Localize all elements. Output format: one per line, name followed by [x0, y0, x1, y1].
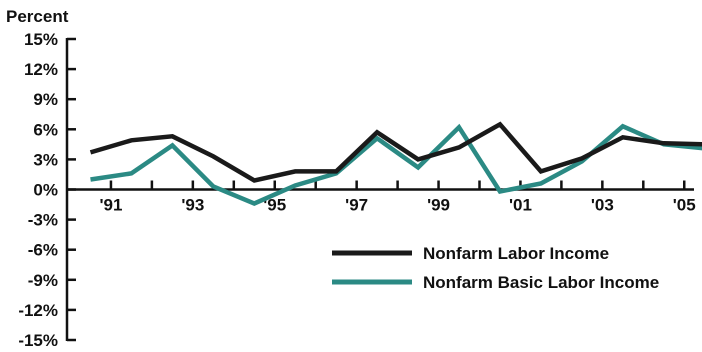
x-axis: '91 '93 '95 '97 '99 '01 '03 '05	[67, 180, 696, 215]
legend: Nonfarm Labor Income Nonfarm Basic Labor …	[332, 244, 659, 292]
x-tick-label: '05	[673, 196, 696, 215]
y-tick-label: 12%	[24, 60, 58, 79]
x-tick-label: '95	[263, 196, 286, 215]
y-tick-label: -12%	[18, 301, 58, 320]
y-tick-label: -3%	[28, 211, 58, 230]
y-axis: 15% 12% 9% 6% 3% 0% -3% -6% -9% -12% -15%	[18, 30, 76, 350]
x-tick-label: '03	[591, 196, 614, 215]
y-tick-label: -9%	[28, 271, 58, 290]
legend-label: Nonfarm Basic Labor Income	[423, 273, 659, 292]
y-tick-label: 6%	[33, 120, 58, 139]
series-layer	[89, 121, 702, 206]
x-tick-label: '01	[509, 196, 532, 215]
x-tick-label: '93	[181, 196, 204, 215]
x-tick-label: '97	[345, 196, 368, 215]
x-tick-label: '91	[99, 196, 122, 215]
series-line-nonfarm-labor-income	[89, 121, 702, 183]
y-tick-label: 3%	[33, 150, 58, 169]
y-tick-label: 15%	[24, 30, 58, 49]
x-tick-label: '99	[427, 196, 450, 215]
legend-label: Nonfarm Labor Income	[423, 244, 609, 263]
y-tick-label: -6%	[28, 241, 58, 260]
y-axis-label: Percent	[6, 7, 69, 26]
series-line-nonfarm-basic-labor-income	[90, 123, 702, 206]
y-tick-label: 0%	[33, 181, 58, 200]
y-tick-label: -15%	[18, 331, 58, 350]
y-tick-label: 9%	[33, 90, 58, 109]
